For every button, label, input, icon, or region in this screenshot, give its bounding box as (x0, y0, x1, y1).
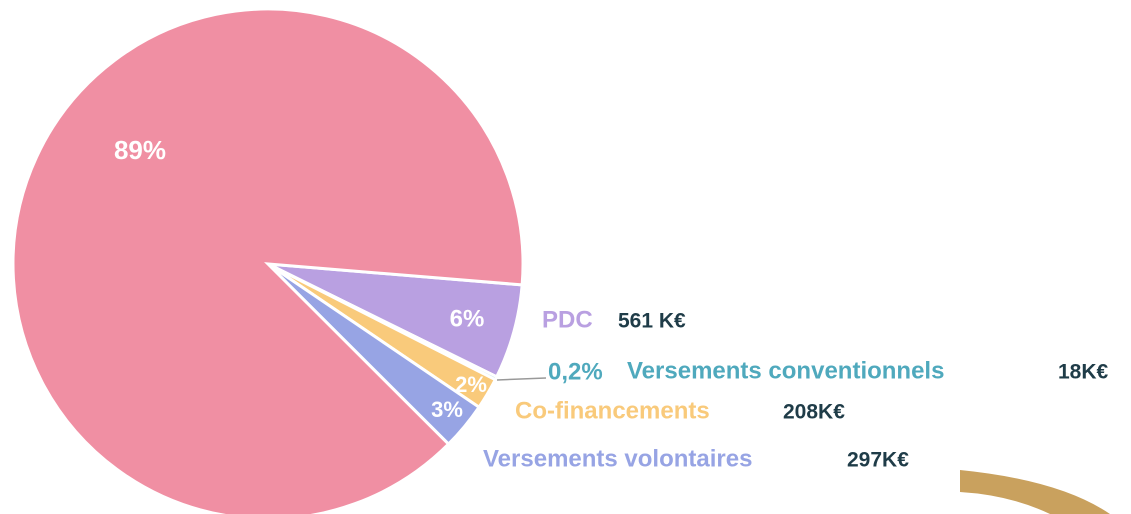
slice (11, 7, 525, 514)
amount-label: 18K€ (1058, 361, 1109, 384)
amount-label: 208K€ (783, 401, 845, 424)
amount-label: 297K€ (847, 449, 909, 472)
leader-line (496, 377, 547, 381)
amount-label: 561 K€ (618, 310, 686, 333)
percent-label: 3% (431, 397, 463, 422)
category-label: Co-financements (515, 397, 710, 424)
category-label: Versements volontaires (483, 445, 752, 472)
category-label: Versements conventionnels (627, 357, 944, 384)
percent-label: 2% (455, 372, 487, 397)
category-label: PDC (542, 306, 593, 333)
percent-label: 89% (114, 135, 166, 165)
percent-label: 6% (450, 305, 485, 332)
percent-label: 0,2% (548, 358, 603, 385)
decoration (960, 470, 1110, 514)
